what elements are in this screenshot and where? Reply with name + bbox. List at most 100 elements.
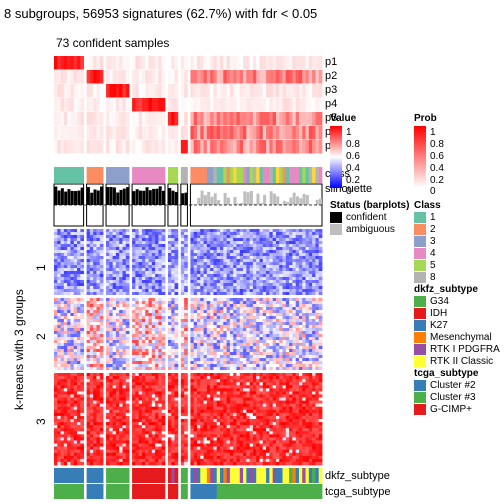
heatmap-cell (243, 325, 247, 329)
heatmap-cell (99, 229, 104, 233)
heatmap-cell (77, 422, 81, 426)
heatmap-cell (73, 428, 78, 432)
heatmap-cell (125, 241, 130, 245)
heatmap-cell (200, 271, 204, 275)
heatmap-cell (167, 449, 172, 454)
heatmap-cell (180, 259, 185, 263)
heatmap-cell (106, 331, 110, 335)
heatmap-cell (200, 256, 204, 260)
heatmap-cell (99, 244, 104, 248)
prob-cell (243, 140, 247, 154)
heatmap-cell (67, 394, 71, 398)
prob-cell (229, 56, 234, 70)
heatmap-cell (272, 289, 277, 293)
heatmap-cell (96, 325, 101, 329)
heatmap-cell (54, 334, 58, 338)
heatmap-cell (135, 259, 140, 263)
heatmap-cell (236, 235, 241, 239)
heatmap-cell (106, 271, 110, 275)
heatmap-cell (249, 235, 254, 239)
prob-cell (63, 84, 68, 98)
heatmap-cell (190, 283, 195, 287)
heatmap-cell (155, 325, 159, 329)
heatmap-cell (256, 310, 260, 314)
heatmap-cell (315, 259, 320, 263)
prob-cell (190, 56, 195, 70)
heatmap-cell (161, 352, 166, 356)
heatmap-cell (106, 268, 110, 272)
heatmap-cell (138, 376, 143, 380)
heatmap-cell (93, 455, 97, 460)
heatmap-cell (93, 277, 97, 281)
heatmap-cell (180, 415, 185, 420)
heatmap-cell (295, 235, 300, 239)
heatmap-cell (184, 364, 188, 368)
heatmap-cell (158, 364, 163, 368)
heatmap-cell (119, 461, 123, 466)
heatmap-cell (226, 328, 231, 332)
heatmap-cell (138, 440, 143, 444)
heatmap-cell (89, 431, 94, 435)
heatmap-cell (220, 244, 224, 248)
heatmap-cell (106, 461, 110, 466)
heatmap-cell (171, 455, 175, 460)
heatmap-cell (73, 385, 78, 389)
prob-cell (210, 112, 214, 126)
heatmap-cell (54, 403, 58, 408)
heatmap-cell (125, 403, 130, 408)
heatmap-cell (60, 382, 65, 386)
heatmap-cell (246, 325, 251, 329)
heatmap-cell (246, 316, 251, 320)
heatmap-cell (315, 307, 320, 311)
heatmap-cell (86, 328, 91, 332)
heatmap-cell (155, 319, 159, 323)
heatmap-cell (138, 385, 143, 389)
heatmap-cell (63, 292, 68, 296)
silhouette-bar (109, 186, 113, 205)
heatmap-cell (155, 458, 159, 463)
heatmap-cell (239, 310, 244, 314)
prob-cell (206, 56, 211, 70)
heatmap-cell (93, 428, 97, 432)
heatmap-cell (206, 256, 211, 260)
heatmap-cell (184, 415, 188, 420)
silhouette-bar (276, 196, 280, 205)
prob-cell (298, 140, 303, 154)
heatmap-cell (285, 235, 290, 239)
heatmap-cell (155, 343, 159, 347)
dkfz-cell (73, 468, 78, 483)
heatmap-cell (243, 316, 247, 320)
heatmap-cell (80, 328, 85, 332)
heatmap-cell (106, 247, 110, 251)
heatmap-cell (249, 274, 254, 278)
heatmap-cell (135, 419, 140, 423)
prob-cell (63, 98, 68, 112)
heatmap-cell (80, 391, 85, 395)
heatmap-cell (70, 313, 75, 317)
heatmap-cell (200, 322, 204, 326)
heatmap-cell (63, 310, 68, 314)
heatmap-cell (115, 247, 120, 251)
heatmap-cell (216, 337, 221, 341)
heatmap-cell (151, 428, 156, 432)
prob-cell (158, 70, 163, 84)
heatmap-cell (180, 431, 185, 435)
heatmap-cell (57, 331, 61, 335)
heatmap-cell (308, 250, 313, 254)
heatmap-cell (93, 292, 97, 296)
heatmap-cell (119, 406, 123, 411)
heatmap-cell (259, 331, 264, 335)
prob-cell (289, 126, 293, 140)
heatmap-cell (308, 304, 313, 308)
heatmap-cell (70, 409, 75, 414)
heatmap-cell (223, 229, 228, 233)
heatmap-cell (132, 328, 136, 332)
heatmap-cell (315, 274, 320, 278)
heatmap-cell (89, 403, 94, 408)
heatmap-cell (246, 268, 251, 272)
heatmap-cell (158, 373, 163, 377)
heatmap-cell (73, 250, 78, 254)
prob-cell (200, 126, 204, 140)
heatmap-cell (298, 229, 303, 233)
heatmap-cell (190, 265, 195, 269)
